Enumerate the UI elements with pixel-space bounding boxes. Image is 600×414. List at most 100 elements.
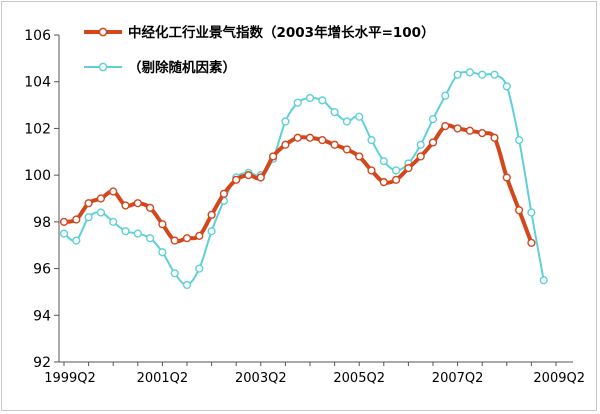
- y-tick-label: 92: [33, 355, 51, 371]
- data-point: [465, 126, 475, 135]
- data-point: [502, 173, 511, 182]
- data-point: [441, 91, 450, 100]
- data-point: [342, 145, 352, 154]
- data-point: [293, 133, 302, 142]
- data-point: [392, 166, 401, 175]
- data-point: [109, 217, 118, 226]
- data-point: [84, 199, 93, 208]
- data-point: [392, 175, 401, 184]
- series-line-1: [62, 123, 534, 245]
- data-point: [207, 210, 216, 219]
- y-tick-label: 106: [24, 28, 51, 44]
- data-point: [502, 82, 511, 91]
- data-point: [330, 107, 339, 117]
- data-point: [490, 133, 499, 142]
- data-point: [342, 117, 352, 126]
- data-point: [281, 140, 290, 149]
- data-point: [256, 173, 265, 182]
- legend-label-1: 中经化工行业景气指数（2003年增长水平=100）: [128, 24, 435, 41]
- data-point: [96, 208, 106, 217]
- data-point: [232, 175, 241, 184]
- data-point: [379, 157, 388, 166]
- data-point: [305, 133, 315, 142]
- legend: 中经化工行业景气指数（2003年增长水平=100） （剔除随机因素）: [84, 24, 435, 76]
- data-point: [527, 208, 536, 217]
- x-tick-label: 2003Q2: [235, 371, 287, 386]
- series-layer: [59, 68, 548, 290]
- data-point: [158, 220, 167, 229]
- data-point: [318, 136, 327, 145]
- data-point: [269, 152, 278, 161]
- data-point: [379, 178, 388, 187]
- data-point: [59, 229, 69, 238]
- series-2: [59, 68, 548, 290]
- data-point: [514, 206, 524, 215]
- y-tick-label: 102: [24, 121, 51, 137]
- data-point: [355, 112, 364, 121]
- x-tick-label: 2001Q2: [137, 371, 189, 386]
- data-point: [318, 96, 327, 105]
- data-point: [428, 114, 438, 124]
- data-point: [330, 140, 339, 149]
- series-1: [59, 121, 536, 247]
- x-tick-label: 2009Q2: [533, 371, 585, 386]
- legend-label-2: （剔除随机因素）: [128, 59, 236, 76]
- data-point: [527, 238, 536, 247]
- data-point: [170, 236, 179, 245]
- y-tick-label: 96: [33, 262, 51, 278]
- x-tick-label: 2007Q2: [432, 371, 484, 386]
- data-point: [416, 152, 425, 161]
- legend-swatch-marker-2: [98, 62, 108, 72]
- data-point: [428, 138, 438, 147]
- data-point: [453, 124, 462, 133]
- y-tick-label: 98: [33, 215, 51, 231]
- data-point: [109, 187, 118, 196]
- data-point: [478, 129, 487, 138]
- data-point: [146, 234, 155, 243]
- data-point: [416, 140, 425, 149]
- data-point: [219, 189, 229, 198]
- data-point: [478, 70, 487, 79]
- data-point: [404, 164, 413, 173]
- data-point: [281, 117, 290, 126]
- data-point: [59, 217, 69, 226]
- data-point: [539, 276, 548, 285]
- data-point: [514, 136, 524, 145]
- data-point: [170, 269, 179, 278]
- data-point: [121, 227, 130, 236]
- y-tick-label: 100: [24, 168, 51, 184]
- series-line-2: [63, 71, 545, 286]
- data-point: [72, 215, 81, 224]
- data-point: [195, 264, 204, 273]
- y-tick-label: 104: [24, 75, 51, 91]
- data-point: [96, 194, 106, 203]
- data-point: [121, 201, 130, 210]
- x-tick-label: 2005Q2: [333, 371, 385, 386]
- data-point: [367, 136, 376, 145]
- data-point: [207, 227, 216, 236]
- data-point: [441, 121, 450, 131]
- data-point: [146, 203, 155, 212]
- data-point: [182, 280, 192, 290]
- data-point: [244, 171, 253, 180]
- data-point: [133, 199, 142, 208]
- data-point: [490, 70, 499, 79]
- axes: 92 94 96 98 100 102 104 106 1999Q2 2001Q2 2003Q2 20…: [24, 28, 585, 386]
- data-point: [133, 229, 142, 238]
- x-tick-label: 1999Q2: [44, 371, 96, 386]
- data-point: [84, 213, 93, 222]
- data-point: [182, 234, 192, 243]
- data-point: [72, 236, 81, 245]
- y-tick-label: 94: [33, 308, 51, 324]
- data-point: [305, 93, 315, 103]
- legend-swatch-marker-1: [98, 27, 108, 37]
- data-point: [158, 248, 167, 257]
- data-point: [453, 70, 462, 79]
- data-point: [367, 166, 376, 175]
- data-point: [195, 231, 204, 240]
- data-point: [293, 98, 302, 107]
- data-point: [355, 152, 364, 161]
- data-point: [465, 68, 475, 77]
